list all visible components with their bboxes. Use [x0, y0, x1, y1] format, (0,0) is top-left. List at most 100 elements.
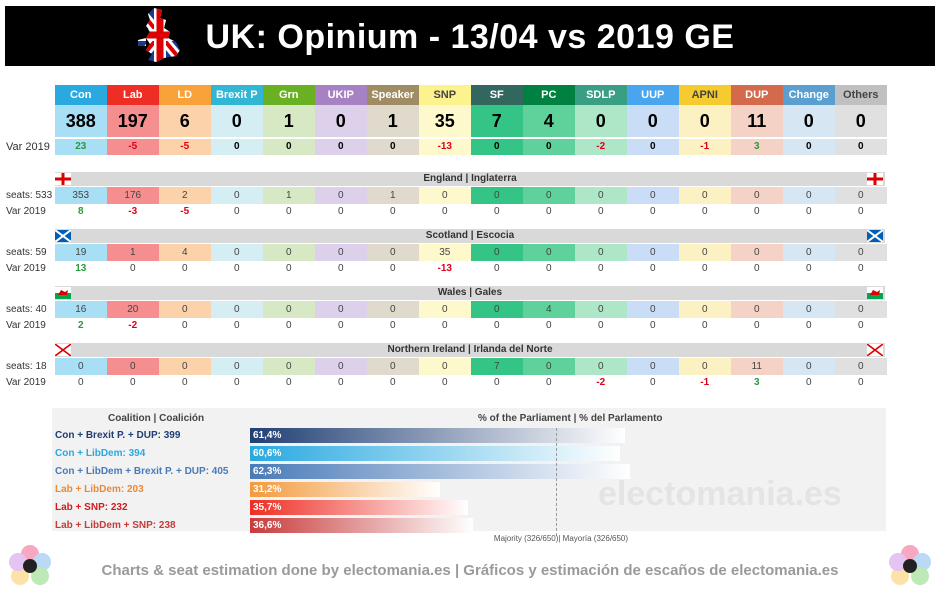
nation-seats-label-1: seats: 59	[6, 247, 47, 258]
party-var-12: -1	[679, 139, 731, 155]
nation-2-var-15: 0	[857, 320, 864, 331]
nation-0-seats-3: 0	[211, 187, 263, 204]
nation-1-var-6: 0	[389, 263, 396, 274]
nation-0-seats-2: 2	[159, 187, 211, 204]
party-var-9: 0	[523, 139, 575, 155]
nation-3-var-15: 0	[857, 377, 864, 388]
nation-2-seats-15: 0	[835, 301, 887, 318]
coalition-pct-3: 31,2%	[253, 484, 282, 495]
nation-0-var-14: 0	[805, 206, 812, 217]
nation-3-var-5: 0	[337, 377, 344, 388]
nation-3-seats-3: 0	[211, 358, 263, 375]
party-seats-15: 0	[835, 105, 887, 137]
nation-2-seats-5: 0	[315, 301, 367, 318]
party-var-8: 0	[471, 139, 523, 155]
nation-1-var-11: 0	[649, 263, 656, 274]
nation-1-var-10: 0	[597, 263, 604, 274]
party-var-7: -13	[419, 139, 471, 155]
scotland-flag-icon-right	[867, 230, 883, 242]
coalition-label-0: Con + Brexit P. + DUP: 399	[55, 430, 181, 441]
nation-0-seats-8: 0	[471, 187, 523, 204]
party-header-14: Change UK	[783, 85, 835, 121]
party-seats-0: 388	[55, 105, 107, 137]
majority-label: Majority (326/650)| Mayoría (326/650)	[493, 534, 629, 543]
nation-2-seats-6: 0	[367, 301, 419, 318]
nation-3-seats-15: 0	[835, 358, 887, 375]
party-var-2: -5	[159, 139, 211, 155]
coalition-pct-0: 61,4%	[253, 430, 282, 441]
party-var-13: 3	[731, 139, 783, 155]
nation-1-seats-4: 0	[263, 244, 315, 261]
nation-1-seats-10: 0	[575, 244, 627, 261]
nation-0-seats-11: 0	[627, 187, 679, 204]
party-header-8: SF	[471, 85, 523, 105]
nation-2-seats-13: 0	[731, 301, 783, 318]
electomania-logo-icon	[9, 545, 51, 585]
nation-3-seats-12: 0	[679, 358, 731, 375]
coalition-bar-5	[250, 518, 474, 533]
party-var-15: 0	[835, 139, 887, 155]
nation-0-var-0: 8	[77, 206, 84, 217]
coalition-label-4: Lab + SNP: 232	[55, 502, 128, 513]
nation-3-seats-0: 0	[55, 358, 107, 375]
party-var-10: -2	[575, 139, 627, 155]
nation-1-var-13: 0	[753, 263, 760, 274]
nation-var-label-0: Var 2019	[6, 206, 46, 217]
nation-var-label-1: Var 2019	[6, 263, 46, 274]
nation-1-var-0: 13	[75, 263, 87, 274]
england-flag-icon-right	[867, 173, 883, 185]
coalition-pct-2: 62,3%	[253, 466, 282, 477]
nation-seats-label-2: seats: 40	[6, 304, 47, 315]
party-seats-8: 7	[471, 105, 523, 137]
nation-1-seats-1: 1	[107, 244, 159, 261]
party-var-0: 23	[55, 139, 107, 155]
party-header-3: Brexit P	[211, 85, 263, 105]
nation-3-seats-7: 0	[419, 358, 471, 375]
nation-2-var-0: 2	[77, 320, 84, 331]
party-seats-2: 6	[159, 105, 211, 137]
nation-3-seats-8: 7	[471, 358, 523, 375]
electomania-logo-icon-right	[889, 545, 931, 585]
party-seats-14: 0	[783, 105, 835, 137]
coalition-label-5: Lab + LibDem + SNP: 238	[55, 520, 176, 531]
nation-1-var-2: 0	[181, 263, 188, 274]
nation-2-var-9: 0	[545, 320, 552, 331]
footer-credits: Charts & seat estimation done by electom…	[101, 562, 839, 579]
nation-1-var-15: 0	[857, 263, 864, 274]
nation-0-var-8: 0	[493, 206, 500, 217]
coalition-pct-5: 36,6%	[253, 520, 282, 531]
nation-header-2: Wales | Gales	[55, 286, 885, 300]
nation-seats-label-3: seats: 18	[6, 361, 47, 372]
nation-header-0: England | Inglaterra	[55, 172, 885, 186]
nation-0-seats-6: 1	[367, 187, 419, 204]
party-var-6: 0	[367, 139, 419, 155]
nation-header-3: Northern Ireland | Irlanda del Norte	[55, 343, 885, 357]
var-2019-label: Var 2019	[6, 141, 50, 153]
coalition-bar-0	[250, 428, 625, 443]
nation-1-var-14: 0	[805, 263, 812, 274]
nation-2-var-13: 0	[753, 320, 760, 331]
nation-0-seats-1: 176	[107, 187, 159, 204]
nation-0-seats-13: 0	[731, 187, 783, 204]
party-header-4: Grn	[263, 85, 315, 105]
nation-0-seats-12: 0	[679, 187, 731, 204]
nation-2-var-11: 0	[649, 320, 656, 331]
nation-2-seats-11: 0	[627, 301, 679, 318]
party-header-5: UKIP	[315, 85, 367, 105]
nation-2-seats-12: 0	[679, 301, 731, 318]
nation-3-seats-14: 0	[783, 358, 835, 375]
nation-1-seats-12: 0	[679, 244, 731, 261]
nation-0-var-9: 0	[545, 206, 552, 217]
nation-1-var-12: 0	[701, 263, 708, 274]
nation-0-seats-9: 0	[523, 187, 575, 204]
nation-2-var-2: 0	[181, 320, 188, 331]
nation-1-var-5: 0	[337, 263, 344, 274]
nation-0-seats-4: 1	[263, 187, 315, 204]
coalition-header: Coalition | Coalición	[108, 413, 205, 424]
nation-1-seats-11: 0	[627, 244, 679, 261]
party-header-1: Lab	[107, 85, 159, 105]
nation-1-seats-0: 19	[55, 244, 107, 261]
nation-1-seats-8: 0	[471, 244, 523, 261]
nation-3-var-11: 0	[649, 377, 656, 388]
scotland-flag-icon-left	[55, 230, 71, 242]
